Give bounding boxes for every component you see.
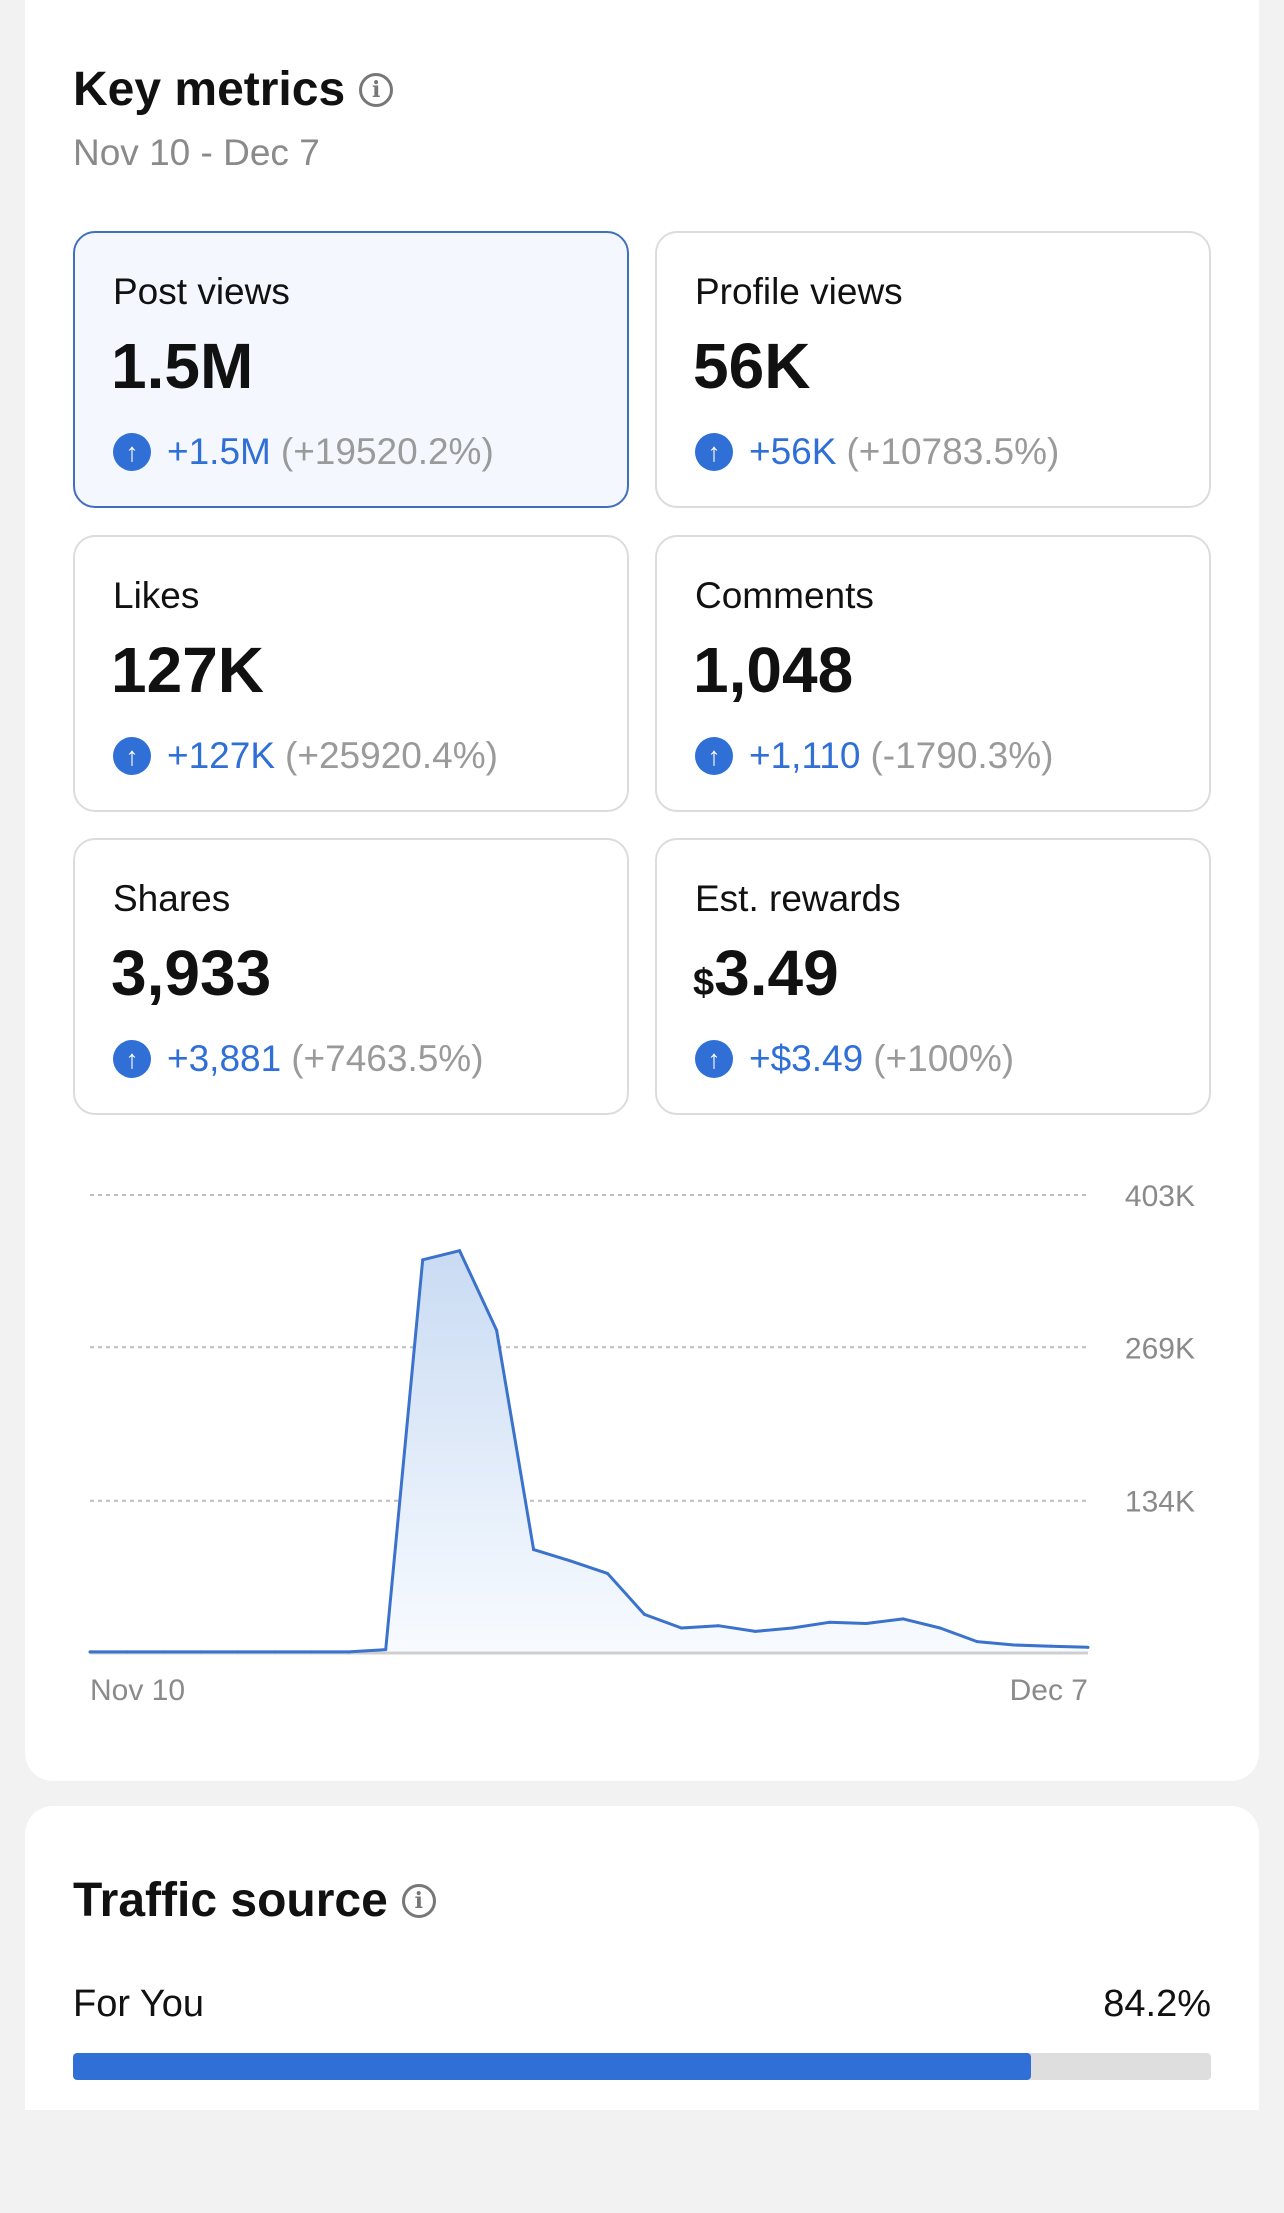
- metric-number: 3,933: [111, 937, 272, 1009]
- change-percent: (+10783.5%): [846, 431, 1060, 472]
- metric-change: ↑ +1.5M (+19520.2%): [113, 431, 494, 473]
- data-point: [1012, 1643, 1016, 1647]
- data-point: [458, 1249, 462, 1253]
- y-tick-label: 134K: [1125, 1486, 1195, 1519]
- metric-value: 56K: [693, 329, 810, 403]
- data-point: [199, 1650, 203, 1654]
- metric-value: 3,933: [111, 936, 271, 1010]
- data-point: [938, 1626, 942, 1630]
- change-absolute: +56K: [749, 431, 837, 472]
- data-point: [421, 1258, 425, 1262]
- data-point: [716, 1624, 720, 1628]
- date-range: Nov 10 - Dec 7: [73, 132, 320, 173]
- change-percent: (+19520.2%): [280, 431, 494, 472]
- data-point: [532, 1548, 536, 1552]
- metric-value: 1.5M: [111, 329, 253, 403]
- data-point: [88, 1650, 92, 1654]
- metric-label: Profile views: [695, 271, 903, 312]
- info-icon[interactable]: i: [401, 1883, 436, 1918]
- y-tick-label: 403K: [1125, 1180, 1195, 1213]
- traffic-progress-bar: [73, 2053, 1211, 2080]
- chart-line: [90, 1249, 1089, 1654]
- data-point: [236, 1650, 240, 1654]
- change-percent: (+100%): [873, 1038, 1015, 1079]
- metric-change: ↑ +$3.49 (+100%): [695, 1038, 1014, 1080]
- metric-change: ↑ +3,881 (+7463.5%): [113, 1038, 484, 1080]
- y-tick-label: 269K: [1125, 1332, 1195, 1365]
- chart-area-fill: [90, 1250, 1088, 1653]
- metric-label: Likes: [113, 575, 200, 616]
- arrow-up-icon: ↑: [695, 433, 733, 471]
- metric-value: 127K: [111, 633, 264, 707]
- arrow-up-icon: ↑: [113, 433, 151, 471]
- traffic-source-title: Traffic source: [73, 1874, 388, 1927]
- change-absolute: +1,110: [749, 735, 861, 776]
- metric-change: ↑ +56K (+10783.5%): [695, 431, 1059, 473]
- metric-number: 3.49: [714, 937, 839, 1009]
- metric-card-likes[interactable]: Likes 127K ↑ +127K (+25920.4%): [73, 535, 629, 812]
- metric-label: Est. rewards: [695, 878, 901, 919]
- x-label-end: Dec 7: [1010, 1674, 1088, 1707]
- change-percent: (+25920.4%): [285, 735, 498, 776]
- traffic-item-label: For You: [73, 1983, 204, 2025]
- metric-label: Post views: [113, 271, 290, 312]
- metric-card-profile-views[interactable]: Profile views 56K ↑ +56K (+10783.5%): [655, 231, 1211, 508]
- data-point: [975, 1640, 979, 1644]
- data-point: [310, 1650, 314, 1654]
- metric-card-comments[interactable]: Comments 1,048 ↑ +1,110 (-1790.3%): [655, 535, 1211, 812]
- metric-number: 1,048: [693, 634, 854, 706]
- change-absolute: +127K: [167, 735, 276, 776]
- data-point: [605, 1571, 609, 1575]
- metric-number: 56K: [693, 330, 811, 402]
- metric-value: $3.49: [693, 936, 839, 1010]
- info-icon[interactable]: i: [359, 72, 394, 107]
- data-point: [384, 1648, 388, 1652]
- metric-number: 127K: [111, 634, 264, 706]
- data-point: [642, 1612, 646, 1616]
- metric-change: ↑ +1,110 (-1790.3%): [695, 735, 1053, 777]
- traffic-item-value: 84.2%: [1103, 1983, 1211, 2025]
- data-point: [864, 1621, 868, 1625]
- change-absolute: +3,881: [167, 1038, 282, 1079]
- data-point: [827, 1620, 831, 1624]
- change-percent: (+7463.5%): [291, 1038, 484, 1079]
- currency-symbol: $: [693, 962, 715, 1004]
- metric-card-est-rewards[interactable]: Est. rewards $3.49 ↑ +$3.49 (+100%): [655, 838, 1211, 1115]
- metric-change: ↑ +127K (+25920.4%): [113, 735, 498, 777]
- change-absolute: +1.5M: [167, 431, 271, 472]
- data-point: [1086, 1645, 1090, 1649]
- x-label-start: Nov 10: [90, 1674, 185, 1707]
- metric-value: 1,048: [693, 633, 853, 707]
- post-views-chart: 134K 269K 403K Nov 10 Dec 7: [88, 1180, 1195, 1707]
- data-point: [125, 1650, 129, 1654]
- metric-card-post-views[interactable]: Post views 1.5M ↑ +1.5M (+19520.2%): [73, 231, 629, 508]
- metric-label: Shares: [113, 878, 231, 919]
- data-point: [273, 1650, 277, 1654]
- data-point: [162, 1650, 166, 1654]
- arrow-up-icon: ↑: [695, 1040, 733, 1078]
- traffic-progress-fill: [73, 2053, 1032, 2080]
- traffic-source-header: Traffic source i: [73, 1873, 436, 1928]
- change-absolute: +$3.49: [749, 1038, 864, 1079]
- data-point: [753, 1629, 757, 1633]
- data-point: [1049, 1644, 1053, 1648]
- change-percent: (-1790.3%): [870, 735, 1054, 776]
- key-metrics-header: Key metrics i: [73, 62, 394, 117]
- arrow-up-icon: ↑: [113, 1040, 151, 1078]
- key-metrics-title: Key metrics: [73, 63, 346, 116]
- data-point: [347, 1650, 351, 1654]
- arrow-up-icon: ↑: [113, 737, 151, 775]
- metric-label: Comments: [695, 575, 874, 616]
- metric-number: 1.5M: [111, 330, 254, 402]
- data-point: [790, 1626, 794, 1630]
- metric-card-shares[interactable]: Shares 3,933 ↑ +3,881 (+7463.5%): [73, 838, 629, 1115]
- data-point: [901, 1617, 905, 1621]
- data-point: [495, 1328, 499, 1332]
- data-point: [679, 1626, 683, 1630]
- data-point: [569, 1559, 573, 1563]
- arrow-up-icon: ↑: [695, 737, 733, 775]
